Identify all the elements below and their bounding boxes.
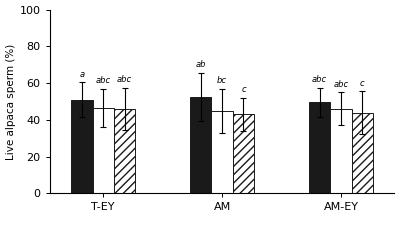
Bar [71,100,92,193]
Bar [352,113,373,193]
Text: a: a [79,69,84,79]
Y-axis label: Live alpaca sperm (%): Live alpaca sperm (%) [6,43,16,160]
Text: c: c [360,79,365,88]
Text: abc: abc [333,80,348,89]
Bar [330,109,352,193]
Text: abc: abc [96,76,111,85]
Bar [92,108,114,193]
Bar [211,111,233,193]
Bar [114,109,135,193]
Bar [233,114,254,193]
Text: ab: ab [196,60,206,69]
Text: abc: abc [312,75,327,84]
Bar [309,102,330,193]
Bar [190,97,211,193]
Text: abc: abc [117,75,132,84]
Legend: 0 h, 24 h, 48 h: 0 h, 24 h, 48 h [160,247,284,248]
Text: bc: bc [217,76,227,85]
Text: c: c [241,85,246,94]
